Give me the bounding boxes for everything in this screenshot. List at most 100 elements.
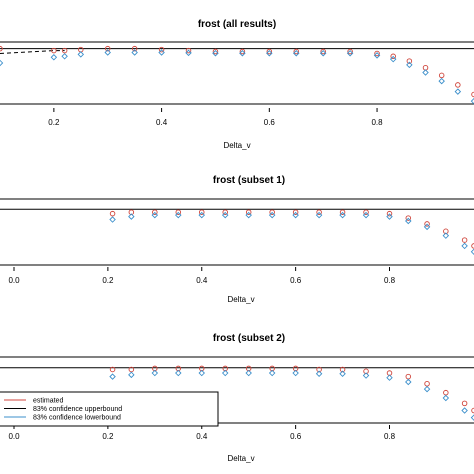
point-estimated — [438, 72, 445, 79]
plot-area: 0.2 0.4 0.6 0.8 — [0, 41, 474, 127]
point-lowerbound — [315, 211, 323, 219]
point-lowerbound — [386, 374, 393, 381]
point-lowerbound — [151, 369, 159, 377]
point-lowerbound — [109, 216, 116, 223]
point-estimated — [104, 45, 111, 52]
x-tick-label: 0.8 — [384, 432, 396, 441]
panel-title: frost (subset 1) — [213, 175, 285, 186]
point-estimated — [320, 48, 326, 55]
point-lowerbound — [339, 211, 346, 219]
point-estimated — [347, 48, 353, 55]
point-lowerbound — [315, 370, 323, 378]
panel-all-results: frost (all results) 0.2 0.4 0.6 0.8 Delta_v — [0, 19, 474, 150]
point-estimated — [363, 209, 369, 215]
point-estimated — [152, 209, 158, 215]
point-estimated — [424, 381, 430, 387]
point-estimated — [109, 366, 116, 373]
point-lowerbound — [362, 372, 370, 379]
point-estimated — [109, 210, 116, 217]
point-lowerbound — [442, 232, 450, 239]
point-estimated — [471, 407, 474, 414]
point-lowerbound — [245, 211, 252, 219]
point-lowerbound — [362, 211, 370, 219]
point-lowerbound — [268, 211, 276, 219]
point-lowerbound — [461, 407, 468, 414]
point-lowerbound — [470, 97, 474, 105]
x-tick-label: 0.0 — [8, 276, 20, 285]
point-estimated — [424, 221, 430, 227]
point-estimated — [405, 215, 412, 221]
legend: estimated 83% confidence upperbound 83% … — [0, 391, 219, 427]
point-lowerbound — [128, 371, 135, 379]
point-lowerbound — [292, 369, 299, 377]
point-lowerbound — [339, 370, 346, 378]
point-estimated — [292, 209, 299, 215]
point-estimated — [175, 209, 182, 215]
x-axis-label: Delta_v — [227, 295, 254, 304]
point-lowerbound — [198, 369, 205, 377]
point-lowerbound — [221, 211, 229, 219]
point-lowerbound — [423, 385, 431, 393]
legend-label: estimated — [33, 398, 63, 405]
legend-label: 83% confidence upperbound — [33, 406, 122, 413]
x-tick-label: 0.2 — [102, 276, 114, 285]
estimated-dashed-line — [0, 50, 65, 54]
point-lowerbound — [454, 88, 462, 95]
x-tick-label: 0.6 — [290, 276, 302, 285]
legend-label: 83% confidence lowerbound — [33, 415, 121, 422]
x-tick-label: 0.8 — [371, 118, 383, 127]
x-axis-label: Delta_v — [223, 141, 250, 150]
point-estimated — [293, 48, 300, 55]
point-lowerbound — [405, 217, 412, 225]
point-estimated — [455, 82, 461, 88]
point-lowerbound — [266, 50, 273, 57]
x-tick-label: 0.0 — [8, 432, 20, 441]
legend-entry: 83% confidence lowerbound — [4, 415, 121, 422]
x-tick-label: 0.6 — [264, 118, 276, 127]
x-axis-label: Delta_v — [227, 454, 254, 463]
plot-area: 0.0 0.2 0.4 0.6 0.8 — [0, 198, 474, 285]
point-lowerbound — [0, 59, 4, 67]
panel-title: frost (subset 2) — [213, 333, 285, 344]
point-estimated — [199, 209, 205, 215]
point-lowerbound — [292, 211, 299, 219]
point-lowerbound — [221, 369, 229, 377]
point-lowerbound — [389, 55, 397, 63]
point-lowerbound — [461, 242, 468, 250]
point-lowerbound — [438, 77, 445, 85]
point-estimated — [0, 45, 3, 52]
point-lowerbound — [77, 51, 85, 58]
point-lowerbound — [373, 52, 381, 59]
point-estimated — [239, 48, 246, 55]
point-lowerbound — [293, 50, 300, 57]
legend-entry: estimated — [4, 398, 63, 405]
point-lowerbound — [61, 53, 68, 60]
point-lowerbound — [346, 50, 354, 57]
point-lowerbound — [470, 248, 474, 256]
x-tick-label: 0.4 — [156, 118, 168, 127]
point-estimated — [461, 400, 468, 407]
point-lowerbound — [128, 213, 135, 220]
point-estimated — [61, 47, 68, 54]
point-estimated — [471, 91, 474, 98]
point-estimated — [158, 46, 165, 53]
point-lowerbound — [212, 50, 219, 57]
point-estimated — [386, 210, 393, 217]
point-estimated — [374, 50, 380, 57]
point-estimated — [406, 58, 413, 64]
point-estimated — [131, 45, 138, 52]
point-lowerbound — [239, 50, 246, 57]
point-estimated — [443, 389, 449, 396]
point-estimated — [405, 373, 412, 380]
point-lowerbound — [422, 69, 429, 76]
point-lowerbound — [104, 49, 111, 56]
point-estimated — [266, 48, 273, 55]
point-lowerbound — [175, 369, 182, 377]
point-lowerbound — [268, 369, 276, 377]
x-tick-label: 0.2 — [48, 118, 60, 127]
point-lowerbound — [198, 211, 205, 219]
point-lowerbound — [405, 378, 412, 386]
point-estimated — [212, 48, 219, 55]
point-lowerbound — [470, 414, 474, 421]
